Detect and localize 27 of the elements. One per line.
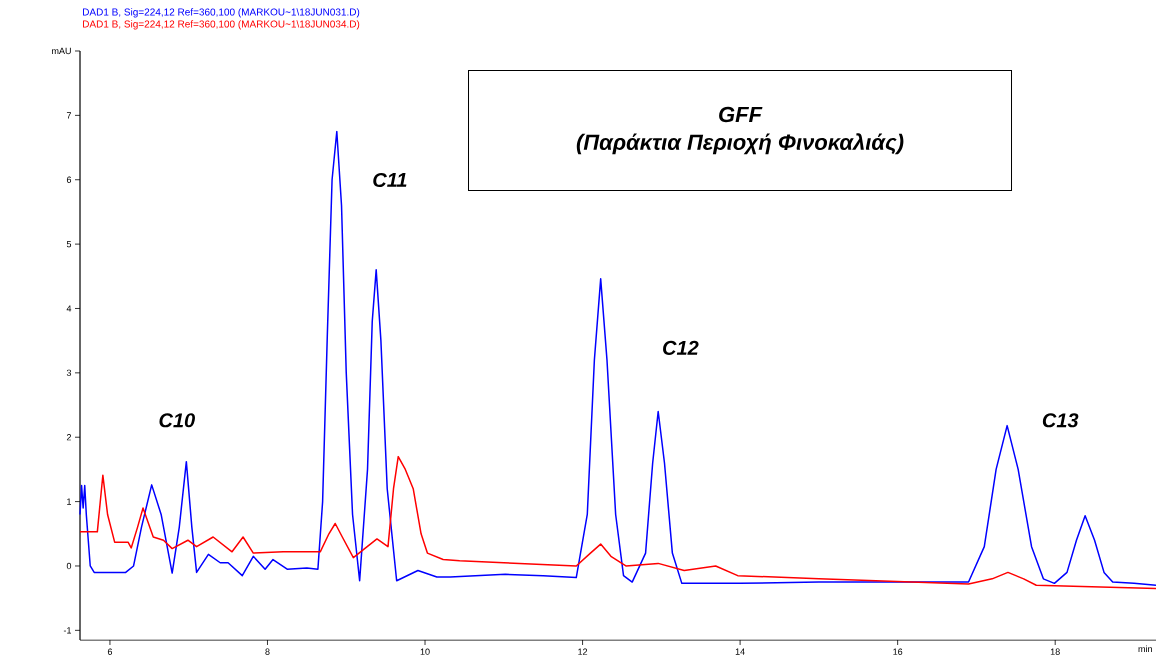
annotation: C11 <box>373 172 407 188</box>
text: DAD1 B, Sig=224,12 Ref=360,100 (MARKOU~1\18JUN031.D) <box>83 8 360 18</box>
x-tick-label: 12 <box>578 648 588 655</box>
y-tick-label: 2 <box>66 434 72 441</box>
annotation: C10 <box>159 413 195 428</box>
y-tick-label: 6 <box>66 176 72 183</box>
y-tick-label: 3 <box>66 369 72 377</box>
y-tick-label: mAU <box>52 47 71 55</box>
y-tick-label: -1 <box>63 627 72 634</box>
text: DAD1 B, Sig=224,12 Ref=360,100 (MARKOU~1\18JUN034.D) <box>83 20 360 30</box>
x-tick-label: 18 <box>1050 648 1060 655</box>
x-tick-label: 6 <box>107 648 113 655</box>
x-tick-label: 10 <box>420 648 430 655</box>
y-tick-label: 5 <box>66 240 72 248</box>
x-tick-label: 14 <box>735 648 745 655</box>
x-axis-title: min <box>1138 645 1152 653</box>
annotation: C13 <box>1042 413 1079 428</box>
line-series <box>79 455 1156 590</box>
annotation: C12 <box>663 340 699 355</box>
y-tick-label: 1 <box>67 498 72 505</box>
x-tick-label: 16 <box>893 648 903 655</box>
y-tick-label: 0 <box>66 562 72 570</box>
text: (Παράκτια Περιοχή Φινοκαλιάς) <box>576 133 904 155</box>
y-tick-label: 4 <box>66 305 72 312</box>
text: GFF <box>719 106 763 123</box>
y-tick-label: 7 <box>66 112 72 119</box>
x-tick-label: 8 <box>265 648 270 655</box>
